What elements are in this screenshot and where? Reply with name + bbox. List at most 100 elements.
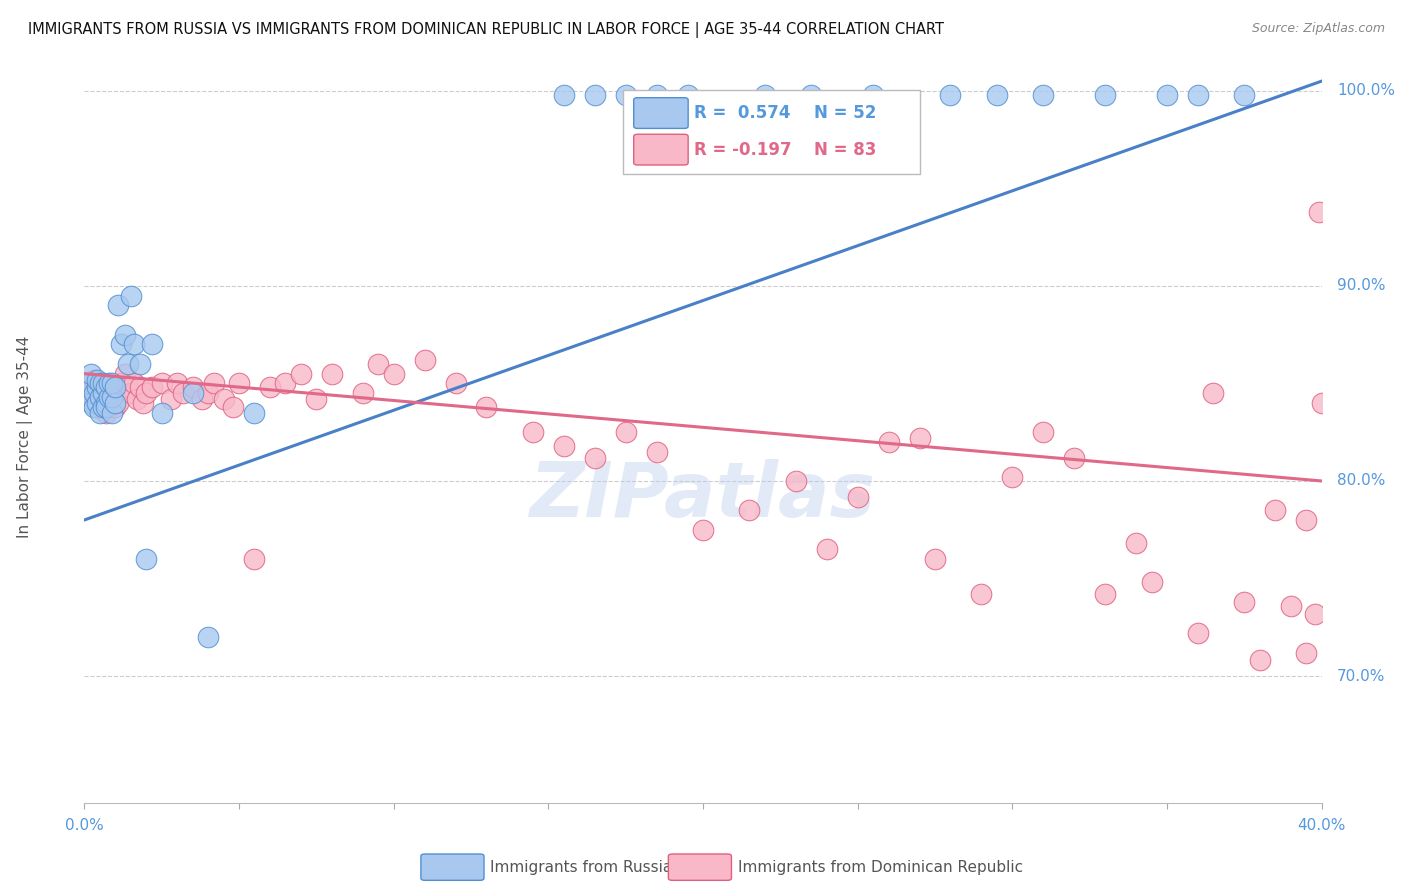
Point: [877, 434, 900, 449]
Text: R = -0.197: R = -0.197: [695, 141, 792, 159]
Point: [228, 376, 250, 391]
Point: [91, 400, 114, 414]
Point: [197, 630, 219, 644]
Point: [212, 392, 235, 406]
Text: 0.0%: 0.0%: [65, 818, 104, 833]
Point: [98, 400, 121, 414]
Point: [94, 392, 117, 406]
Text: 90.0%: 90.0%: [1337, 278, 1385, 293]
Point: [259, 380, 281, 394]
Text: 100.0%: 100.0%: [1337, 83, 1395, 98]
Point: [785, 474, 807, 488]
Point: [1233, 87, 1256, 102]
Point: [104, 380, 127, 394]
Point: [553, 87, 575, 102]
Point: [614, 87, 637, 102]
Point: [645, 444, 668, 458]
Point: [76, 376, 98, 391]
Point: [1187, 626, 1209, 640]
Point: [614, 425, 637, 440]
Point: [129, 357, 152, 371]
Point: [91, 386, 114, 401]
Point: [172, 386, 194, 401]
Point: [101, 390, 124, 404]
Point: [1264, 503, 1286, 517]
Point: [101, 396, 124, 410]
Point: [1156, 87, 1178, 102]
Point: [202, 376, 225, 391]
Point: [120, 288, 142, 302]
Point: [1305, 607, 1327, 621]
Point: [738, 503, 761, 517]
Text: N = 83: N = 83: [814, 141, 877, 159]
Point: [1001, 470, 1024, 484]
Point: [132, 396, 155, 410]
Point: [107, 298, 129, 312]
Point: [114, 367, 136, 381]
Point: [122, 337, 145, 351]
Point: [908, 431, 931, 445]
Text: In Labor Force | Age 35-44: In Labor Force | Age 35-44: [17, 336, 32, 538]
Point: [141, 380, 163, 394]
Text: ZIPatlas: ZIPatlas: [530, 458, 876, 533]
Point: [583, 450, 606, 465]
Point: [86, 372, 108, 386]
Text: 70.0%: 70.0%: [1337, 668, 1385, 683]
Point: [94, 396, 117, 410]
Point: [1233, 595, 1256, 609]
Point: [83, 372, 105, 386]
Point: [79, 376, 101, 391]
Point: [1140, 575, 1163, 590]
Point: [98, 390, 121, 404]
Point: [986, 87, 1008, 102]
Point: [160, 392, 183, 406]
FancyBboxPatch shape: [623, 90, 920, 174]
Point: [382, 367, 405, 381]
Point: [94, 380, 117, 394]
FancyBboxPatch shape: [634, 98, 688, 128]
Point: [79, 367, 101, 381]
Point: [939, 87, 962, 102]
Point: [475, 400, 498, 414]
Point: [79, 396, 101, 410]
Point: [150, 406, 173, 420]
Point: [141, 337, 163, 351]
FancyBboxPatch shape: [420, 854, 484, 880]
Point: [120, 386, 142, 401]
Point: [98, 386, 121, 401]
Text: 80.0%: 80.0%: [1337, 474, 1385, 489]
Point: [191, 392, 214, 406]
Text: Immigrants from Russia: Immigrants from Russia: [491, 860, 672, 875]
Text: Source: ZipAtlas.com: Source: ZipAtlas.com: [1251, 22, 1385, 36]
Point: [110, 337, 132, 351]
Point: [86, 380, 108, 394]
Point: [222, 400, 245, 414]
Point: [1032, 87, 1054, 102]
Point: [89, 406, 111, 420]
Point: [86, 396, 108, 410]
Text: N = 52: N = 52: [814, 104, 877, 122]
Point: [197, 386, 219, 401]
Text: R =  0.574: R = 0.574: [695, 104, 790, 122]
Point: [800, 87, 823, 102]
Point: [305, 392, 328, 406]
Point: [1249, 653, 1271, 667]
Point: [98, 376, 121, 391]
Point: [117, 357, 139, 371]
Point: [243, 406, 266, 420]
Point: [754, 87, 776, 102]
Point: [1202, 386, 1225, 401]
Point: [91, 376, 114, 391]
Point: [166, 376, 188, 391]
Point: [83, 400, 105, 414]
Point: [110, 376, 132, 391]
Point: [321, 367, 343, 381]
Point: [76, 386, 98, 401]
Point: [1295, 513, 1317, 527]
Point: [645, 87, 668, 102]
Point: [104, 396, 127, 410]
Point: [583, 87, 606, 102]
Point: [101, 376, 124, 391]
Point: [1094, 87, 1116, 102]
Point: [692, 523, 714, 537]
